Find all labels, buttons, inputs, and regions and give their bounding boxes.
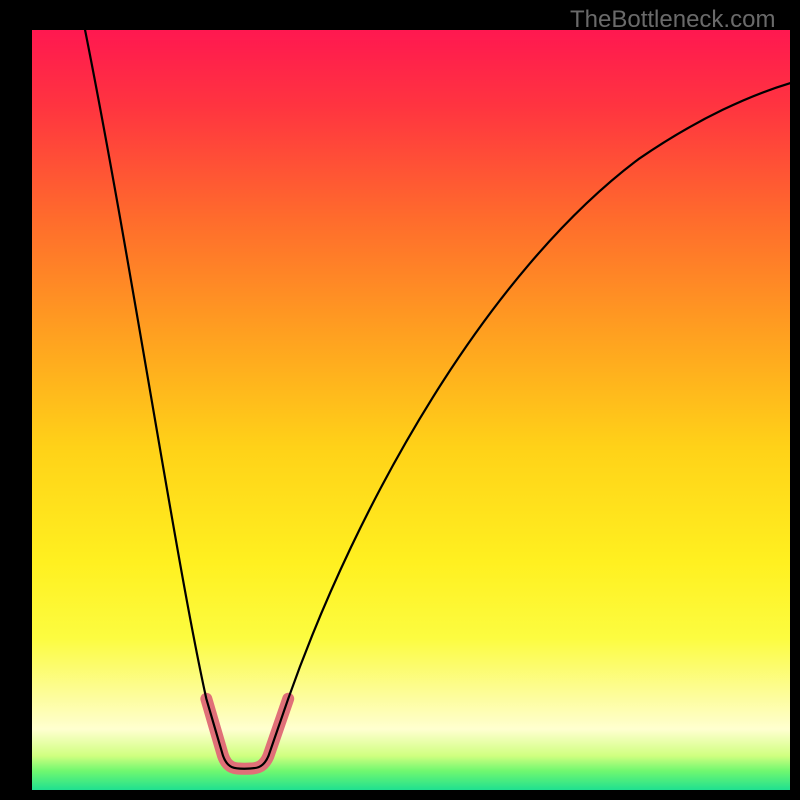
plot-area [32,30,790,790]
gradient-background [32,30,790,790]
plot-svg [32,30,790,790]
